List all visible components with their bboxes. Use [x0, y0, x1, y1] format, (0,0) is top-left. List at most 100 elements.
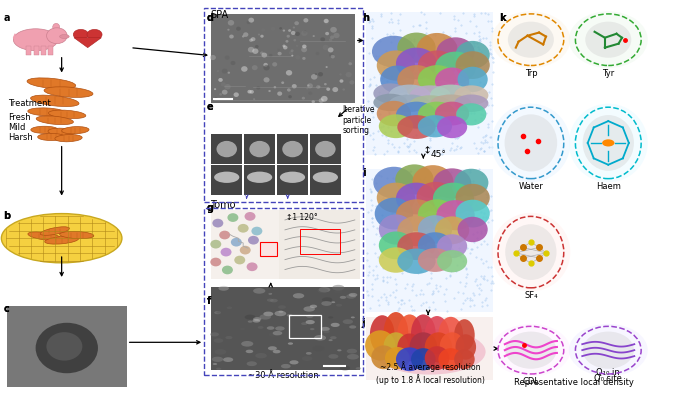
Text: SPA: SPA — [210, 10, 228, 20]
Text: a: a — [3, 13, 10, 23]
Ellipse shape — [418, 232, 452, 258]
Ellipse shape — [27, 78, 76, 89]
Bar — [211, 165, 242, 195]
Ellipse shape — [491, 12, 571, 68]
Bar — [310, 165, 341, 195]
Ellipse shape — [583, 115, 634, 171]
Ellipse shape — [306, 352, 312, 355]
Ellipse shape — [438, 348, 463, 370]
Ellipse shape — [349, 62, 352, 66]
Text: f: f — [207, 296, 211, 306]
Text: Trp: Trp — [525, 69, 537, 78]
Ellipse shape — [264, 63, 268, 67]
Ellipse shape — [221, 248, 232, 256]
Ellipse shape — [301, 47, 307, 52]
Ellipse shape — [252, 48, 258, 54]
Ellipse shape — [219, 231, 230, 239]
Ellipse shape — [251, 37, 256, 41]
Ellipse shape — [286, 70, 292, 75]
Ellipse shape — [326, 87, 330, 91]
Ellipse shape — [269, 293, 272, 295]
Text: Water: Water — [519, 182, 543, 191]
Ellipse shape — [458, 67, 488, 92]
Text: ~2.5 Å average resolution
(up to 1.8 Å local resolution): ~2.5 Å average resolution (up to 1.8 Å l… — [376, 362, 484, 385]
Ellipse shape — [435, 52, 476, 83]
Ellipse shape — [282, 44, 286, 47]
Ellipse shape — [321, 37, 325, 42]
Text: f: f — [207, 296, 211, 306]
Ellipse shape — [264, 290, 273, 294]
Ellipse shape — [340, 366, 350, 370]
Ellipse shape — [48, 128, 75, 135]
Ellipse shape — [228, 20, 234, 25]
Ellipse shape — [277, 52, 282, 56]
Ellipse shape — [313, 172, 338, 183]
Ellipse shape — [491, 213, 571, 291]
Ellipse shape — [330, 27, 337, 33]
Text: Treatment: Treatment — [8, 99, 51, 108]
Text: ↔: ↔ — [423, 145, 434, 153]
Ellipse shape — [411, 348, 436, 370]
Ellipse shape — [456, 200, 490, 227]
Text: e: e — [207, 102, 214, 112]
Text: k: k — [499, 13, 506, 23]
Ellipse shape — [396, 102, 437, 129]
Ellipse shape — [346, 294, 356, 299]
Ellipse shape — [60, 231, 94, 239]
Bar — [366, 169, 493, 312]
Ellipse shape — [430, 85, 471, 104]
Ellipse shape — [247, 90, 251, 94]
Ellipse shape — [325, 21, 329, 25]
Bar — [288, 315, 321, 338]
Ellipse shape — [436, 37, 475, 67]
Ellipse shape — [418, 102, 456, 127]
Ellipse shape — [295, 55, 300, 60]
Ellipse shape — [223, 357, 233, 362]
Ellipse shape — [242, 22, 244, 24]
Ellipse shape — [214, 97, 217, 99]
Ellipse shape — [47, 28, 67, 44]
Ellipse shape — [397, 249, 436, 274]
Ellipse shape — [456, 334, 476, 360]
Ellipse shape — [249, 90, 254, 94]
Ellipse shape — [372, 36, 416, 67]
Ellipse shape — [384, 312, 408, 353]
Ellipse shape — [281, 81, 284, 84]
Ellipse shape — [321, 327, 329, 331]
Ellipse shape — [328, 316, 333, 319]
Ellipse shape — [87, 29, 102, 40]
Ellipse shape — [296, 45, 298, 47]
Text: Q₁₀ in: Q₁₀ in — [597, 368, 620, 377]
Text: ~30 Å resolution: ~30 Å resolution — [247, 371, 319, 380]
Ellipse shape — [278, 305, 286, 309]
Ellipse shape — [219, 286, 229, 291]
Bar — [366, 12, 493, 155]
Bar — [26, 46, 31, 55]
Ellipse shape — [261, 28, 265, 32]
Ellipse shape — [379, 214, 413, 245]
Ellipse shape — [397, 216, 436, 246]
Ellipse shape — [329, 53, 334, 57]
Ellipse shape — [342, 89, 345, 91]
Ellipse shape — [236, 27, 241, 31]
Ellipse shape — [272, 62, 277, 67]
Ellipse shape — [214, 338, 223, 343]
Ellipse shape — [456, 41, 490, 69]
Ellipse shape — [253, 319, 260, 323]
Ellipse shape — [264, 77, 270, 83]
Ellipse shape — [247, 172, 272, 183]
Ellipse shape — [329, 39, 332, 42]
Ellipse shape — [397, 232, 436, 260]
Ellipse shape — [302, 44, 307, 48]
Ellipse shape — [371, 345, 396, 369]
Ellipse shape — [295, 32, 300, 36]
Ellipse shape — [456, 51, 490, 79]
Ellipse shape — [47, 332, 82, 360]
Bar — [260, 242, 277, 256]
Ellipse shape — [318, 86, 321, 88]
Ellipse shape — [210, 240, 221, 249]
Ellipse shape — [440, 332, 464, 360]
Ellipse shape — [349, 325, 356, 329]
Ellipse shape — [308, 85, 310, 87]
Ellipse shape — [40, 227, 69, 235]
